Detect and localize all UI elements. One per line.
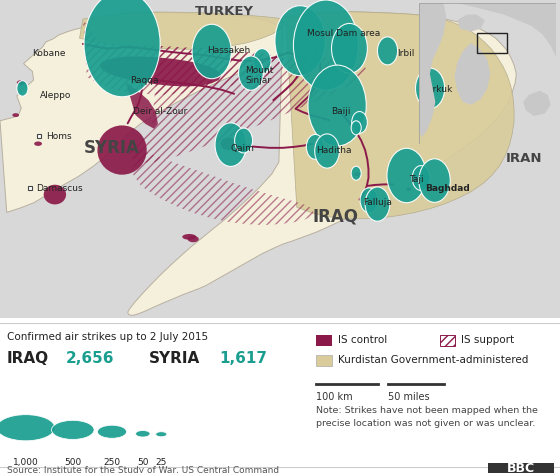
Ellipse shape [235, 128, 253, 153]
Ellipse shape [275, 6, 325, 76]
Ellipse shape [253, 49, 271, 73]
Polygon shape [458, 3, 556, 57]
Text: Baiji: Baiji [332, 107, 351, 116]
Ellipse shape [97, 425, 127, 438]
Ellipse shape [221, 137, 236, 150]
Ellipse shape [412, 166, 430, 191]
Polygon shape [126, 83, 158, 129]
Circle shape [354, 172, 361, 176]
Circle shape [17, 80, 26, 85]
Text: Mount
Sinjar: Mount Sinjar [245, 66, 274, 85]
Text: Taji: Taji [409, 175, 423, 184]
Text: Qaim: Qaim [231, 144, 255, 153]
Text: Source: Institute for the Study of War, US Central Command: Source: Institute for the Study of War, … [7, 466, 279, 473]
Text: Deir al-Zour: Deir al-Zour [133, 107, 188, 116]
Polygon shape [523, 91, 550, 116]
Text: 1,617: 1,617 [220, 351, 268, 366]
Text: IRAQ: IRAQ [313, 207, 359, 225]
Text: IRAN: IRAN [505, 152, 542, 166]
Bar [316, 335, 332, 346]
Text: 50 miles: 50 miles [388, 392, 430, 402]
Text: Falluja: Falluja [363, 198, 392, 207]
Text: Irbil: Irbil [398, 49, 415, 58]
Bar [477, 33, 507, 53]
Ellipse shape [192, 24, 231, 79]
Text: IRAQ: IRAQ [7, 351, 49, 366]
Ellipse shape [0, 415, 55, 441]
Ellipse shape [183, 234, 196, 240]
Ellipse shape [84, 0, 160, 97]
Ellipse shape [419, 159, 450, 202]
Text: Baghdad: Baghdad [426, 184, 470, 193]
Polygon shape [286, 12, 514, 219]
Circle shape [34, 141, 42, 146]
Ellipse shape [315, 134, 339, 168]
Text: 1,000: 1,000 [13, 458, 39, 467]
Ellipse shape [239, 56, 263, 90]
Text: Raqqa: Raqqa [130, 76, 158, 85]
Bar [316, 355, 332, 366]
Text: Hassakeh: Hassakeh [207, 46, 250, 55]
Text: Damascus: Damascus [36, 184, 83, 193]
Polygon shape [100, 57, 221, 87]
Polygon shape [455, 43, 490, 105]
Text: 500: 500 [64, 458, 81, 467]
Circle shape [12, 113, 19, 117]
Ellipse shape [351, 121, 361, 135]
Text: TURKEY: TURKEY [194, 5, 254, 18]
Ellipse shape [293, 0, 358, 90]
Ellipse shape [17, 80, 28, 96]
Text: 50: 50 [137, 458, 148, 467]
Bar [440, 335, 455, 346]
Ellipse shape [215, 123, 246, 166]
Ellipse shape [308, 65, 366, 146]
Ellipse shape [352, 112, 367, 133]
Text: Haditha: Haditha [316, 146, 352, 155]
Ellipse shape [416, 68, 445, 109]
Text: 2,656: 2,656 [66, 351, 115, 366]
Polygon shape [458, 15, 485, 32]
Text: Kurdistan Government-administered: Kurdistan Government-administered [338, 355, 528, 366]
Ellipse shape [44, 185, 66, 204]
Text: 100 km: 100 km [316, 392, 353, 402]
Ellipse shape [52, 420, 94, 439]
Ellipse shape [136, 430, 150, 437]
Ellipse shape [360, 188, 378, 213]
Text: 25: 25 [156, 458, 167, 467]
Ellipse shape [365, 187, 390, 221]
Text: 250: 250 [104, 458, 120, 467]
Text: Note: Strikes have not been mapped when the
precise location was not given or wa: Note: Strikes have not been mapped when … [316, 406, 538, 428]
Text: IS control: IS control [338, 335, 387, 345]
Text: Kobane: Kobane [32, 49, 66, 58]
Text: SYRIA: SYRIA [148, 351, 200, 366]
Ellipse shape [156, 432, 167, 437]
Ellipse shape [306, 134, 324, 159]
Text: Aleppo: Aleppo [40, 91, 72, 100]
Text: IS support: IS support [461, 335, 514, 345]
Polygon shape [80, 12, 284, 49]
Circle shape [188, 236, 199, 242]
Ellipse shape [377, 37, 398, 65]
Ellipse shape [332, 24, 367, 73]
Text: Mosul Dam area: Mosul Dam area [307, 29, 380, 38]
Text: Confirmed air strikes up to 2 July 2015: Confirmed air strikes up to 2 July 2015 [7, 332, 208, 342]
Polygon shape [128, 12, 516, 315]
Text: Homs: Homs [46, 131, 72, 140]
Circle shape [406, 188, 412, 191]
Ellipse shape [387, 148, 426, 203]
Text: SYRIA: SYRIA [84, 139, 140, 157]
Bar [488, 463, 554, 473]
Text: Kirkuk: Kirkuk [424, 85, 452, 94]
Ellipse shape [351, 166, 361, 180]
Ellipse shape [97, 125, 147, 175]
Polygon shape [0, 12, 291, 212]
Polygon shape [419, 3, 446, 137]
Text: BBC: BBC [507, 462, 535, 473]
